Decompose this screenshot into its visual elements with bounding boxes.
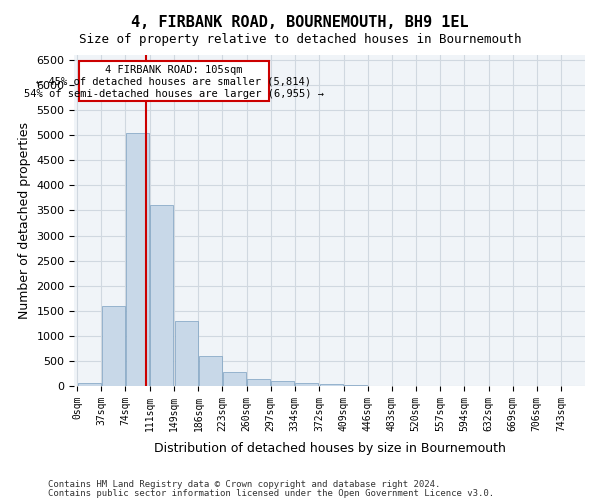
Text: Size of property relative to detached houses in Bournemouth: Size of property relative to detached ho… [79, 32, 521, 46]
X-axis label: Distribution of detached houses by size in Bournemouth: Distribution of detached houses by size … [154, 442, 505, 455]
Bar [126, 132, 149, 386]
Bar [320, 384, 343, 386]
Bar [175, 320, 198, 386]
Text: Contains HM Land Registry data © Crown copyright and database right 2024.: Contains HM Land Registry data © Crown c… [48, 480, 440, 489]
Text: Contains public sector information licensed under the Open Government Licence v3: Contains public sector information licen… [48, 488, 494, 498]
Bar [150, 206, 173, 386]
Bar [223, 372, 246, 386]
Bar [247, 379, 271, 386]
Text: 4 FIRBANK ROAD: 105sqm: 4 FIRBANK ROAD: 105sqm [105, 64, 243, 74]
Bar [102, 306, 125, 386]
Text: 54% of semi-detached houses are larger (6,955) →: 54% of semi-detached houses are larger (… [24, 88, 324, 99]
FancyBboxPatch shape [79, 61, 269, 101]
Bar [77, 384, 101, 386]
Text: 4, FIRBANK ROAD, BOURNEMOUTH, BH9 1EL: 4, FIRBANK ROAD, BOURNEMOUTH, BH9 1EL [131, 15, 469, 30]
Text: ← 45% of detached houses are smaller (5,814): ← 45% of detached houses are smaller (5,… [37, 76, 311, 86]
Bar [295, 383, 319, 386]
Y-axis label: Number of detached properties: Number of detached properties [17, 122, 31, 319]
Bar [199, 356, 222, 386]
Bar [271, 381, 295, 386]
